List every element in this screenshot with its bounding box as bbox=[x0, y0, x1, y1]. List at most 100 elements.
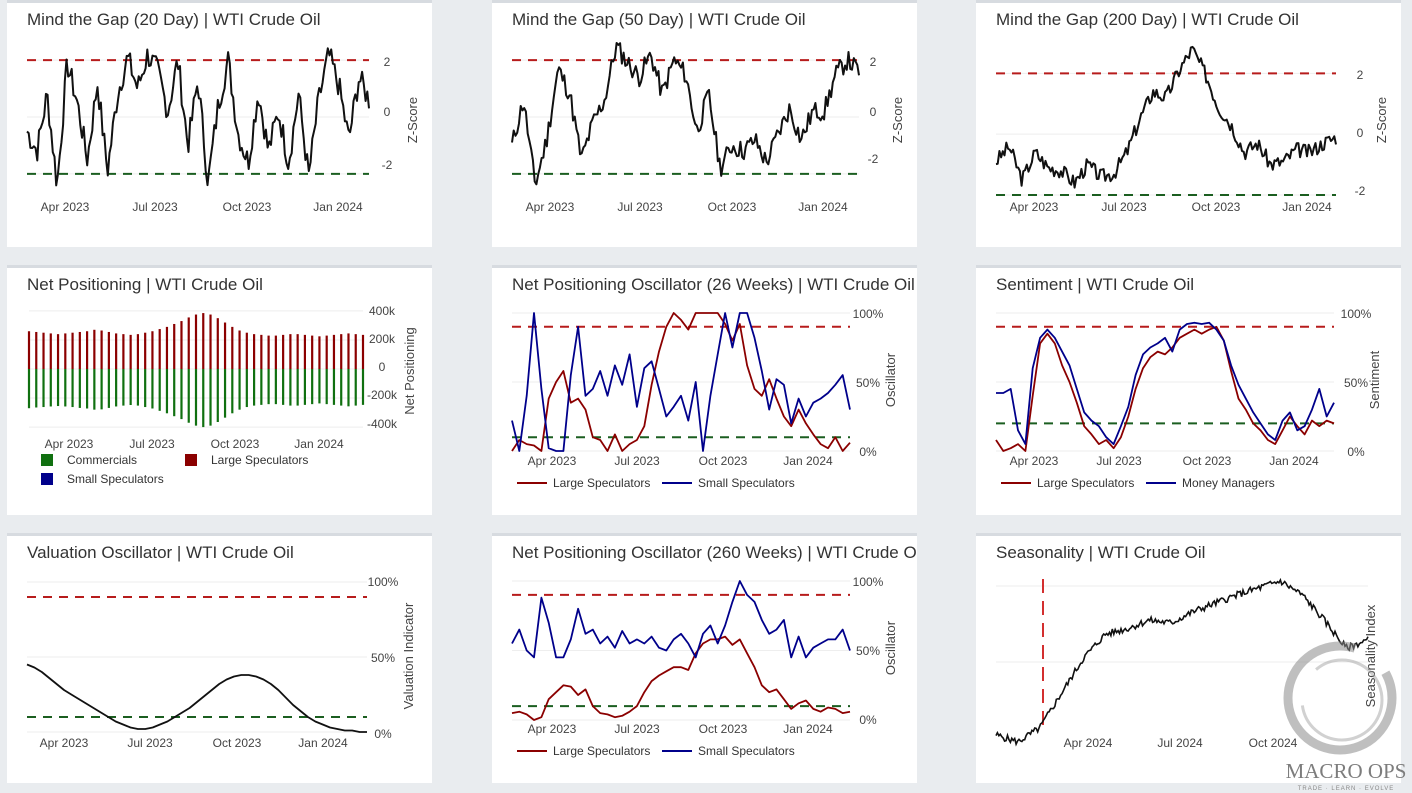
x-tick-label: Apr 2023 bbox=[528, 454, 577, 468]
panel-gap50: Mind the Gap (50 Day) | WTI Crude Oil 2 0… bbox=[492, 0, 917, 247]
x-tick-label: Oct 2023 bbox=[708, 200, 757, 214]
panel-npo260: Net Positioning Oscillator (260 Weeks) |… bbox=[492, 533, 917, 783]
legend-label: Commercials bbox=[67, 453, 137, 467]
series-line-0 bbox=[995, 45, 1337, 189]
panel-title: Valuation Oscillator | WTI Crude Oil bbox=[27, 543, 294, 562]
logo-tagline: TRADE · LEARN · EVOLVE bbox=[1298, 786, 1395, 792]
y-tick-label: 0 bbox=[384, 105, 391, 119]
legend-label: Large Speculators bbox=[211, 453, 308, 467]
y-tick-label: 100% bbox=[853, 307, 884, 321]
x-tick-label: Apr 2023 bbox=[526, 200, 575, 214]
panel-title: Net Positioning | WTI Crude Oil bbox=[27, 275, 263, 294]
y-axis-label: Oscillator bbox=[883, 620, 898, 675]
y-tick-label: 50% bbox=[371, 651, 395, 665]
y-tick-label: -2 bbox=[868, 152, 879, 166]
y-axis-label: Z-Score bbox=[1374, 97, 1389, 143]
chart-gap20: 2 0 -2 Apr 2023 Jul 2023 Oct 2023 Jan 2024 Z-Sc… bbox=[26, 47, 420, 214]
y-tick-label: 50% bbox=[1344, 376, 1368, 390]
y-axis-label: Z-Score bbox=[890, 97, 905, 143]
series-line-1 bbox=[511, 312, 851, 452]
y-axis-label: Oscillator bbox=[883, 352, 898, 407]
y-tick-label: 100% bbox=[1341, 307, 1372, 321]
panel-title: Sentiment | WTI Crude Oil bbox=[996, 275, 1195, 294]
y-tick-label: 0% bbox=[1347, 445, 1365, 459]
y-tick-label: 400k bbox=[369, 304, 396, 318]
y-tick-label: -2 bbox=[382, 158, 393, 172]
y-tick-label: -400k bbox=[367, 417, 398, 431]
y-tick-label: 0% bbox=[374, 727, 392, 741]
x-tick-label: Jul 2023 bbox=[1101, 200, 1147, 214]
chart-npo260: 100% 50% 0% Apr 2023 Jul 2023 Oct 2023 Jan 202… bbox=[511, 575, 898, 758]
chart-gap50: 2 0 -2 Apr 2023 Jul 2023 Oct 2023 Jan 2024 Z-Sc… bbox=[511, 42, 905, 214]
x-tick-label: Jul 2023 bbox=[127, 736, 173, 750]
chart-npo26: 100% 50% 0% Apr 2023 Jul 2023 Oct 2023 Jan 202… bbox=[511, 307, 898, 490]
seasonality-line bbox=[995, 577, 1369, 747]
x-tick-label: Apr 2023 bbox=[41, 200, 90, 214]
x-tick-label: Apr 2023 bbox=[528, 722, 577, 736]
x-tick-label: Apr 2024 bbox=[1064, 736, 1113, 750]
chart-valuation: 100% 50% 0% Apr 2023 Jul 2023 Oct 2023 Jan 202… bbox=[26, 575, 416, 750]
chart-sentiment: 100% 50% 0% Apr 2023 Jul 2023 Oct 2023 Jan 202… bbox=[995, 307, 1382, 490]
x-tick-label: Oct 2023 bbox=[1183, 454, 1232, 468]
x-tick-label: Oct 2023 bbox=[213, 736, 262, 750]
y-axis-label: Valuation Indicator bbox=[401, 602, 416, 709]
x-tick-label: Jul 2024 bbox=[1157, 736, 1203, 750]
y-axis-label: Z-Score bbox=[405, 97, 420, 143]
legend-swatch bbox=[41, 473, 53, 485]
panel-title: Mind the Gap (200 Day) | WTI Crude Oil bbox=[996, 10, 1299, 29]
legend-label: Money Managers bbox=[1182, 476, 1275, 490]
chart-net-positioning: 400k 200k 0 -200k -400k Apr 2023 Jul 2023 Oct 2… bbox=[27, 304, 417, 486]
panel-npo26: Net Positioning Oscillator (26 Weeks) | … bbox=[492, 265, 917, 515]
legend-label: Small Speculators bbox=[67, 472, 164, 486]
x-tick-label: Jan 2024 bbox=[294, 437, 344, 451]
legend-swatch bbox=[41, 454, 53, 466]
legend-label: Large Speculators bbox=[553, 744, 650, 758]
panel-valuation: Valuation Oscillator | WTI Crude Oil 100… bbox=[7, 533, 432, 783]
legend-swatch bbox=[185, 454, 197, 466]
x-tick-label: Jan 2024 bbox=[798, 200, 848, 214]
y-axis-label: Seasonality Index bbox=[1363, 604, 1378, 707]
y-axis-label: Sentiment bbox=[1367, 350, 1382, 409]
x-tick-label: Oct 2023 bbox=[223, 200, 272, 214]
x-tick-label: Oct 2023 bbox=[699, 454, 748, 468]
x-tick-label: Oct 2023 bbox=[1192, 200, 1241, 214]
panel-title: Net Positioning Oscillator (260 Weeks) |… bbox=[512, 543, 917, 562]
x-tick-label: Apr 2023 bbox=[40, 736, 89, 750]
x-tick-label: Jan 2024 bbox=[313, 200, 363, 214]
series-line-0 bbox=[26, 47, 370, 187]
x-tick-label: Oct 2024 bbox=[1249, 736, 1298, 750]
y-tick-label: 2 bbox=[1357, 68, 1364, 82]
logo-wordmark: MACRO OPS bbox=[1286, 759, 1407, 783]
panel-title: Mind the Gap (20 Day) | WTI Crude Oil bbox=[27, 10, 321, 29]
y-tick-label: 0% bbox=[859, 713, 877, 727]
y-tick-label: 0% bbox=[859, 445, 877, 459]
series-line-0 bbox=[511, 42, 860, 186]
chart-gap200: 2 0 -2 Apr 2023 Jul 2023 Oct 2023 Jan 2024 Z-Sc… bbox=[995, 45, 1389, 214]
x-tick-label: Oct 2023 bbox=[211, 437, 260, 451]
x-tick-label: Jan 2024 bbox=[783, 454, 833, 468]
y-tick-label: 0 bbox=[1357, 126, 1364, 140]
y-tick-label: 0 bbox=[870, 105, 877, 119]
legend-label: Small Speculators bbox=[698, 476, 795, 490]
series-line-1 bbox=[511, 580, 851, 659]
y-tick-label: -200k bbox=[367, 388, 398, 402]
series-line-0 bbox=[26, 663, 367, 733]
y-axis-label: Net Positioning bbox=[402, 327, 417, 414]
x-tick-label: Jan 2024 bbox=[1269, 454, 1319, 468]
legend-label: Large Speculators bbox=[1037, 476, 1134, 490]
panel-title: Mind the Gap (50 Day) | WTI Crude Oil bbox=[512, 10, 806, 29]
series-line-0 bbox=[511, 635, 851, 721]
y-tick-label: 2 bbox=[870, 55, 877, 69]
panel-seasonality: Seasonality | WTI Crude Oil Apr 2024 Jul … bbox=[976, 533, 1401, 783]
x-tick-label: Jan 2024 bbox=[1282, 200, 1332, 214]
x-tick-label: Jul 2023 bbox=[614, 722, 660, 736]
x-tick-label: Apr 2023 bbox=[1010, 200, 1059, 214]
x-tick-label: Oct 2023 bbox=[699, 722, 748, 736]
y-tick-label: 100% bbox=[368, 575, 399, 589]
chart-seasonality: Apr 2024 Jul 2024 Oct 2024 Seasonality Inde… bbox=[995, 577, 1378, 750]
x-tick-label: Jan 2024 bbox=[783, 722, 833, 736]
panel-title: Net Positioning Oscillator (26 Weeks) | … bbox=[512, 275, 915, 294]
y-tick-label: 0 bbox=[379, 360, 386, 374]
panel-net-positioning: Net Positioning | WTI Crude Oil 400k 200k… bbox=[7, 265, 432, 515]
panel-title: Seasonality | WTI Crude Oil bbox=[996, 543, 1206, 562]
